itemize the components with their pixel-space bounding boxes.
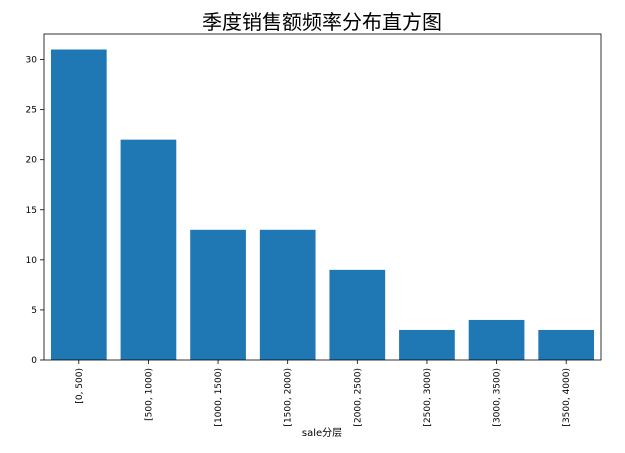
bar-7 <box>538 329 595 360</box>
bar-1 <box>120 139 177 360</box>
y-tick-label-3: 15 <box>26 206 37 216</box>
y-tick-label-6: 30 <box>26 56 38 66</box>
x-tick-label-5: [2500, 3000) <box>423 368 433 427</box>
bar-4 <box>329 269 386 360</box>
x-tick-label-1: [500, 1000) <box>144 368 154 421</box>
bar-0 <box>50 49 107 361</box>
y-tick-label-1: 5 <box>31 306 37 316</box>
x-axis: [0, 500) [500, 1000) [1000, 1500) [1500, 20… <box>75 360 572 427</box>
bar-2 <box>190 229 246 360</box>
x-tick-label-4: [2000, 2500) <box>353 368 363 427</box>
y-tick-label-2: 10 <box>26 256 38 266</box>
y-tick-label-4: 20 <box>26 156 38 166</box>
bars-group <box>50 49 595 361</box>
x-tick-label-6: [3000, 3500) <box>493 368 503 427</box>
bar-6 <box>468 319 525 360</box>
y-tick-label-5: 25 <box>26 106 37 116</box>
y-tick-label-0: 0 <box>31 356 37 366</box>
plot-frame <box>43 33 602 361</box>
x-tick-label-3: [1500, 2000) <box>284 368 294 427</box>
x-tick-label-0: [0, 500) <box>75 368 85 404</box>
x-tick-label-2: [1000, 1500) <box>214 368 224 427</box>
chart-title: 季度销售额频率分布直方图 <box>202 10 442 34</box>
x-axis-label: sale分层 <box>302 427 342 439</box>
x-tick-label-7: [3500, 4000) <box>562 368 572 427</box>
y-axis: 0 5 10 15 20 25 30 <box>26 56 44 366</box>
bar-5 <box>399 329 455 360</box>
bar-3 <box>259 229 316 360</box>
